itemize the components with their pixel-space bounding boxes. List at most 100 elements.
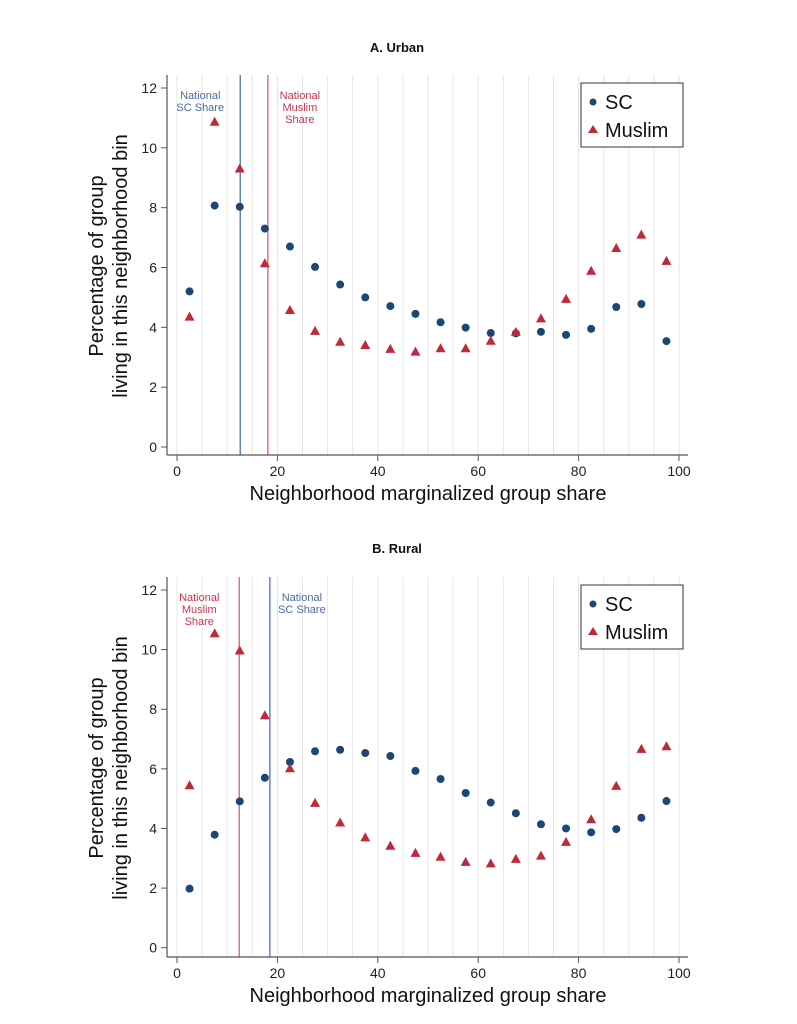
sc-point — [461, 788, 470, 797]
muslim-point — [385, 840, 396, 850]
muslim-point — [661, 741, 672, 751]
muslim-point — [611, 243, 622, 253]
muslim-point — [510, 853, 521, 863]
legend-box — [580, 584, 684, 650]
x-tick-label: 80 — [571, 463, 587, 479]
x-tick-label: 60 — [470, 965, 486, 981]
muslim-point — [310, 797, 321, 807]
muslim-point — [435, 343, 446, 353]
sc-point — [386, 302, 395, 311]
sc-point — [361, 749, 370, 758]
sc-point — [210, 830, 219, 839]
sc-point — [260, 224, 269, 233]
muslim-point — [485, 858, 496, 868]
sc-point — [637, 813, 646, 822]
muslim-point — [561, 836, 572, 846]
y-tick-label: 4 — [149, 319, 157, 335]
x-tick-label: 0 — [173, 965, 181, 981]
y-axis-label-line1: Percentage of group — [86, 175, 108, 356]
x-tick-label: 80 — [571, 965, 587, 981]
sc-point — [411, 309, 420, 318]
muslim-point — [636, 743, 647, 753]
muslim-point — [335, 817, 346, 827]
gridlines — [176, 577, 680, 957]
muslim-point — [410, 346, 421, 356]
x-tick-label: 0 — [173, 463, 181, 479]
sc-point — [612, 825, 621, 834]
y-tick-label: 0 — [149, 439, 157, 455]
sc-point — [436, 318, 445, 327]
sc-point — [461, 323, 470, 332]
muslim-point — [360, 832, 371, 842]
sc-point — [185, 884, 194, 893]
muslim-point — [209, 116, 220, 126]
x-axis-label: Neighborhood marginalized group share — [250, 483, 607, 505]
x-tick-label: 20 — [270, 965, 286, 981]
y-tick-label: 6 — [149, 260, 157, 276]
sc-point — [536, 820, 545, 829]
muslim-point — [410, 847, 421, 857]
muslim-point — [184, 780, 195, 790]
muslim-point — [284, 763, 295, 773]
muslim-point — [234, 163, 245, 173]
legend-label: SC — [605, 92, 633, 114]
sc-point — [486, 798, 495, 807]
muslim-point — [284, 304, 295, 314]
sc-point — [562, 824, 571, 833]
sc-point — [311, 262, 320, 271]
reference-line-label: National — [179, 592, 219, 604]
muslim-point — [586, 814, 597, 824]
y-axis-label-line2: living in this neighborhood bin — [110, 134, 132, 398]
muslim-point — [510, 326, 521, 336]
y-tick-label: 4 — [149, 820, 157, 836]
legend-muslim-marker — [588, 125, 598, 133]
data-points — [184, 116, 672, 356]
sc-point — [536, 327, 545, 336]
reference-line-label: National — [282, 592, 322, 604]
x-tick-label: 40 — [370, 965, 386, 981]
legend-label: Muslim — [605, 120, 668, 142]
sc-point — [311, 747, 320, 756]
sc-point — [210, 201, 219, 210]
reference-line-label: SC Share — [278, 604, 326, 616]
muslim-point — [335, 336, 346, 346]
sc-point — [235, 202, 244, 211]
sc-point — [612, 302, 621, 311]
muslim-point — [661, 255, 672, 265]
x-axis-label: Neighborhood marginalized group share — [250, 985, 607, 1007]
reference-line-label: Muslim — [282, 102, 317, 114]
reference-line-label: Share — [285, 114, 314, 126]
muslim-point — [259, 710, 270, 720]
legend-sc-marker — [589, 98, 597, 106]
data-points — [184, 628, 672, 893]
y-tick-label: 2 — [149, 880, 157, 896]
muslim-point — [460, 856, 471, 866]
legend-box — [580, 82, 684, 148]
muslim-point — [561, 293, 572, 303]
muslim-point — [360, 339, 371, 349]
sc-point — [662, 797, 671, 806]
legend-label: Muslim — [605, 622, 668, 644]
muslim-point — [209, 628, 220, 638]
x-tick-label: 20 — [270, 463, 286, 479]
sc-point — [486, 329, 495, 338]
y-axis-label-line1: Percentage of group — [86, 677, 108, 858]
muslim-point — [460, 343, 471, 353]
y-tick-label: 10 — [141, 642, 157, 658]
sc-point — [411, 766, 420, 775]
x-tick-label: 100 — [667, 965, 691, 981]
sc-point — [336, 280, 345, 289]
legend-muslim-marker — [588, 627, 598, 635]
muslim-point — [435, 851, 446, 861]
sc-point — [361, 293, 370, 302]
muslim-point — [535, 850, 546, 860]
panel-title: A. Urban — [370, 40, 424, 55]
y-tick-label: 10 — [141, 140, 157, 156]
sc-point — [511, 809, 520, 818]
x-tick-label: 60 — [470, 463, 486, 479]
